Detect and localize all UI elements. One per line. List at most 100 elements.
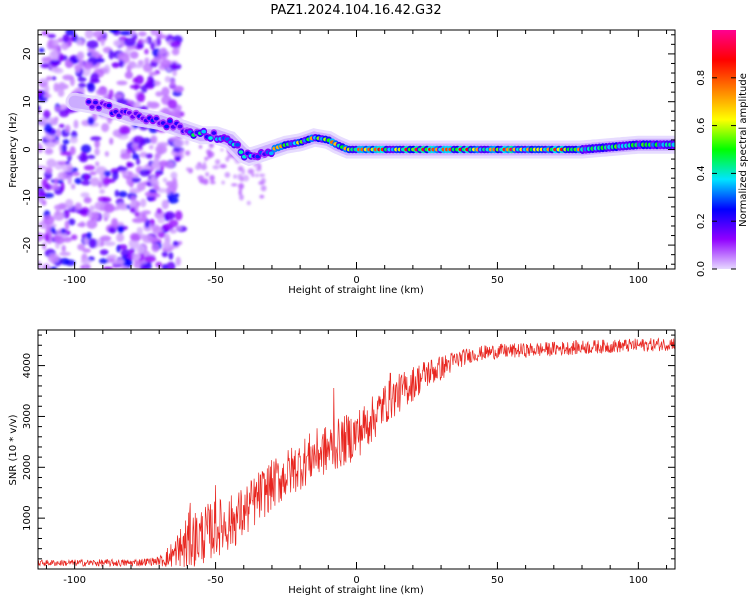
spectrogram-cell — [84, 30, 94, 39]
spectrogram-cell — [54, 116, 59, 122]
spectrogram-ytick-label: -20 — [22, 237, 33, 253]
spectrogram-ytick-label: 0 — [22, 146, 33, 152]
snr-xtick-label: 100 — [629, 575, 648, 586]
spectrogram-cell — [164, 76, 171, 83]
spectrogram-cell — [71, 172, 81, 177]
spectrogram-cell — [128, 238, 140, 249]
spectrogram-cell — [77, 76, 87, 82]
spectrogram-cell — [62, 34, 70, 43]
spectrogram-cell — [59, 151, 71, 156]
spectrogram-cell — [124, 71, 134, 79]
spectrogram-cell — [167, 99, 178, 110]
spectrogram-cell — [175, 156, 181, 161]
spectrogram-xtick-label: 50 — [491, 275, 504, 286]
spectrogram-cell — [64, 124, 71, 133]
spectrogram-cell — [94, 201, 103, 211]
spectrogram-cell — [44, 122, 53, 133]
spectrogram-cell — [46, 225, 52, 231]
spectrogram-cell — [221, 180, 225, 185]
spectrogram-cell — [142, 235, 154, 244]
colorbar-tick-label: 0.0 — [696, 261, 707, 277]
spectrogram-cell — [144, 48, 149, 55]
spectrogram-cell — [53, 204, 65, 211]
spectrogram-cell — [120, 56, 128, 62]
spectrogram-cell — [198, 144, 203, 149]
spectrogram-cell — [78, 154, 89, 163]
spectrogram-cell — [100, 36, 105, 47]
spectrogram-ylabel: Frequency (Hz) — [8, 112, 19, 188]
spectrogram-cell — [148, 71, 158, 76]
spectrogram-ytick-label: -10 — [22, 189, 33, 205]
snr-panel: -100 -50 0 50 100 1000 2000 3000 4000 Height of … — [8, 329, 676, 596]
spectrogram-cell — [43, 215, 55, 225]
spectrogram-cell — [161, 107, 170, 115]
spectrogram-cell — [136, 227, 143, 236]
spectrogram-cell — [87, 116, 95, 126]
snr-ytick-label: 4000 — [22, 353, 33, 378]
spectrogram-cell — [62, 74, 74, 81]
ridge-core — [106, 103, 112, 108]
spectrogram-cell — [102, 176, 111, 186]
spectrogram-cell — [179, 149, 185, 154]
spectrogram-cell — [78, 82, 87, 89]
spectrogram-cell — [220, 148, 224, 152]
spectrogram-cell — [162, 241, 171, 249]
spectrogram-cell — [155, 144, 167, 155]
spectrogram-cell — [259, 194, 265, 199]
spectrogram-cell — [169, 78, 176, 87]
spectrogram-cell — [225, 156, 230, 162]
ridge-core — [235, 142, 240, 147]
spectrogram-cell — [46, 158, 57, 168]
snr-xlabel: Height of straight line (km) — [288, 585, 424, 596]
spectrogram-cell — [92, 30, 105, 38]
colorbar-tick-label: 0.8 — [696, 70, 707, 86]
snr-xtick-label: 50 — [491, 575, 504, 586]
spectrogram-cell — [76, 222, 86, 227]
spectrogram-cell — [168, 219, 179, 228]
colorbar-ticks: 0.0 0.2 0.4 0.6 0.8 — [696, 70, 736, 277]
spectrogram-cell — [155, 91, 163, 97]
spectrogram-cell — [112, 170, 119, 181]
spectrogram-cell — [153, 157, 160, 168]
spectrogram-cell — [233, 174, 237, 179]
ridge-core — [153, 116, 159, 121]
spectrogram-cell — [49, 66, 62, 73]
spectrogram-cell — [126, 162, 135, 168]
colorbar: 0.0 0.2 0.4 0.6 0.8 Normalized spectral ampl… — [696, 30, 749, 277]
spectrogram-cell — [38, 191, 46, 198]
spectrogram-cell — [60, 42, 69, 51]
spectrogram-cell — [141, 213, 147, 223]
colorbar-label: Normalized spectral amplitude — [738, 73, 749, 227]
spectrogram-cell — [138, 31, 147, 37]
spectrogram-cell — [60, 228, 66, 234]
spectrogram-cell — [145, 153, 153, 159]
spectrogram-cell — [151, 242, 160, 253]
spectrogram-cell — [120, 152, 132, 160]
spectrogram-cell — [163, 211, 176, 220]
spectrogram-cell — [104, 203, 115, 213]
spectrogram-cell — [205, 171, 210, 177]
spectrogram-cell — [80, 192, 90, 198]
spectrogram-cell — [123, 37, 136, 47]
spectrogram-cell — [139, 169, 150, 177]
spectrogram-cell — [180, 153, 185, 159]
spectrogram-cell — [140, 84, 148, 93]
spectrogram-cell — [156, 207, 163, 214]
spectrogram-cell — [41, 199, 47, 206]
spectrogram-cell — [141, 210, 152, 215]
spectrogram-cell — [153, 185, 160, 191]
spectrogram-cell — [113, 39, 122, 47]
spectrogram-cell — [89, 205, 95, 212]
spectrogram-cell — [60, 182, 65, 192]
spectrogram-cell — [69, 146, 76, 156]
snr-frame — [37, 329, 676, 570]
spectrogram-cell — [59, 251, 71, 256]
spectrogram-cell — [114, 189, 120, 198]
spectrogram-cell — [44, 141, 55, 148]
ridge-core — [208, 136, 213, 140]
spectrogram-cell — [90, 72, 100, 83]
spectrogram-cell — [42, 242, 47, 250]
ridge-core — [671, 142, 675, 147]
spectrogram-cell — [175, 225, 182, 231]
spectrogram-cell — [129, 51, 139, 59]
